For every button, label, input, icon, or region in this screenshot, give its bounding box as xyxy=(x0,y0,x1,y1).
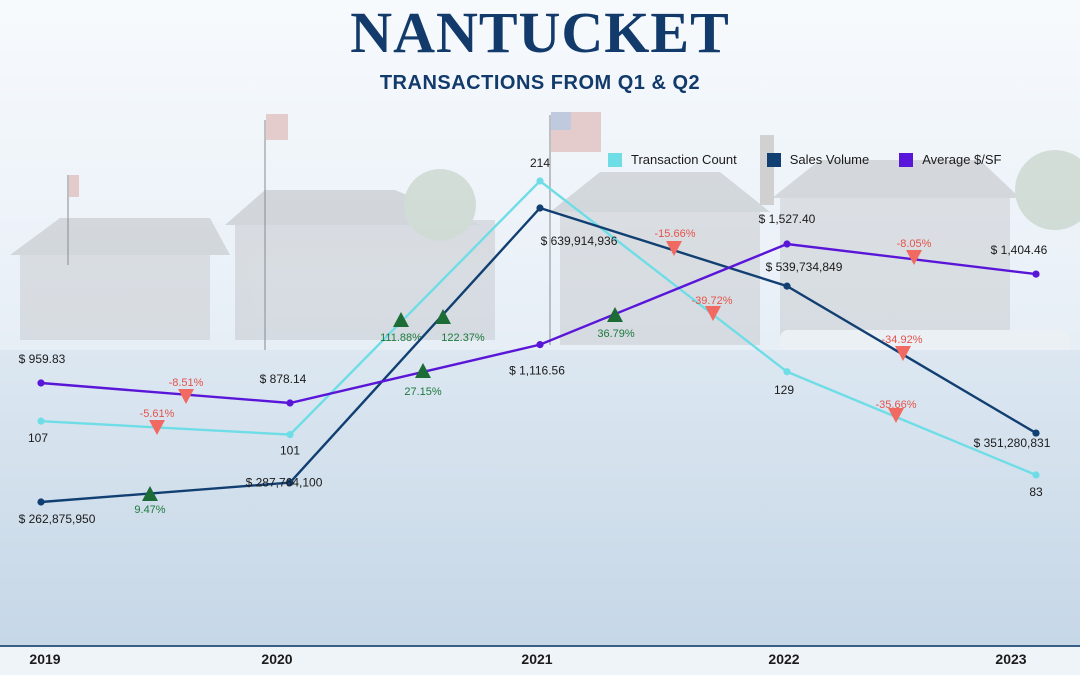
data-point xyxy=(286,478,294,487)
data-point xyxy=(1032,429,1040,437)
data-point xyxy=(37,379,45,387)
data-label: 129 xyxy=(774,383,794,397)
data-point xyxy=(286,399,294,407)
x-axis: 2019 2020 2021 2022 2023 xyxy=(0,645,1080,675)
legend-item-transaction-count: Transaction Count xyxy=(608,152,737,167)
series-average-psf: $ 959.83 $ 878.14 $ 1,116.56 $ 1,527.40 $ 1,… xyxy=(19,212,1048,407)
data-label: $ 1,527.40 xyxy=(759,212,816,226)
data-point xyxy=(286,431,294,439)
x-tick-label: 2020 xyxy=(261,651,293,667)
data-point xyxy=(1032,471,1040,479)
legend-label: Transaction Count xyxy=(631,152,737,167)
legend-label: Sales Volume xyxy=(789,152,870,167)
data-point xyxy=(536,177,544,185)
change-label: -5.61% xyxy=(140,408,175,420)
data-point xyxy=(1032,270,1040,278)
data-point xyxy=(37,498,45,506)
data-label: $ 878.14 xyxy=(260,372,307,386)
data-point xyxy=(783,282,791,290)
series-sales-volume: $ 262,875,950$ 287,764,100$ 639,914,936$… xyxy=(19,204,1051,526)
data-label: $ 1,404.46 xyxy=(991,243,1048,257)
legend-swatch-sales-volume xyxy=(766,152,781,167)
increase-triangle-icon xyxy=(415,363,431,378)
change-label: 9.47% xyxy=(134,504,165,516)
decrease-triangle-icon xyxy=(666,241,682,256)
data-label: $ 287,764,100 xyxy=(246,476,323,490)
line-chart: 107 101 214 129 83 -5.61% 111.88% -39.72% -35.66… xyxy=(19,156,1051,526)
series-line xyxy=(40,206,1037,504)
change-label: -39.72% xyxy=(692,295,733,307)
decrease-triangle-icon xyxy=(895,346,911,361)
data-point xyxy=(37,417,45,425)
data-label: $ 639,914,936 xyxy=(541,234,618,248)
data-label: 83 xyxy=(1029,485,1043,499)
change-label: 122.37% xyxy=(441,332,485,344)
legend-swatch-transaction-count xyxy=(608,152,622,167)
chart-subtitle: TRANSACTIONS FROM Q1 & Q2 xyxy=(379,72,701,94)
change-label: -35.66% xyxy=(876,399,917,411)
x-tick-label: 2021 xyxy=(521,651,553,667)
data-label: 107 xyxy=(28,431,48,445)
increase-triangle-icon xyxy=(607,307,623,322)
change-label: 36.79% xyxy=(597,328,635,340)
change-label: -8.05% xyxy=(897,238,932,250)
increase-triangle-icon xyxy=(393,312,409,327)
data-point xyxy=(536,204,544,212)
data-label: $ 351,280,831 xyxy=(974,436,1051,450)
increase-triangle-icon xyxy=(435,309,451,324)
data-point xyxy=(536,341,544,349)
series-line xyxy=(40,179,1037,477)
legend-swatch-average-psf xyxy=(899,152,914,167)
x-tick-label: 2019 xyxy=(29,651,61,667)
data-label: $ 959.83 xyxy=(19,352,66,366)
data-label: $ 539,734,849 xyxy=(766,260,843,274)
increase-triangle-icon xyxy=(142,486,158,501)
change-label: -34.92% xyxy=(882,334,923,346)
data-point xyxy=(783,240,791,248)
data-label: 101 xyxy=(280,444,300,458)
data-label: 214 xyxy=(530,156,550,170)
decrease-triangle-icon xyxy=(705,306,721,321)
decrease-triangle-icon xyxy=(906,250,922,265)
decrease-triangle-icon xyxy=(888,408,904,423)
change-label: -15.66% xyxy=(655,228,696,240)
decrease-triangle-icon xyxy=(178,389,194,404)
chart-legend: Transaction Count Sales Volume Average $… xyxy=(608,152,1002,167)
change-label: -8.51% xyxy=(169,377,204,389)
legend-item-sales-volume: Sales Volume xyxy=(766,152,870,167)
page-title: NANTUCKET xyxy=(350,0,730,65)
series-transaction-count: 107 101 214 129 83 -5.61% 111.88% -39.72% -35.66… xyxy=(28,156,1043,499)
flag-icon xyxy=(67,112,601,350)
change-label: 27.15% xyxy=(404,386,442,398)
x-tick-label: 2022 xyxy=(768,651,800,667)
legend-item-average-psf: Average $/SF xyxy=(899,152,1002,167)
legend-label: Average $/SF xyxy=(922,152,1002,167)
change-label: 111.88% xyxy=(380,332,422,344)
x-tick-label: 2023 xyxy=(995,651,1027,667)
data-label: $ 1,116.56 xyxy=(509,364,565,378)
x-axis-line xyxy=(0,645,1080,647)
decrease-triangle-icon xyxy=(149,420,165,435)
data-label: $ 262,875,950 xyxy=(19,512,96,526)
data-point xyxy=(783,368,791,376)
